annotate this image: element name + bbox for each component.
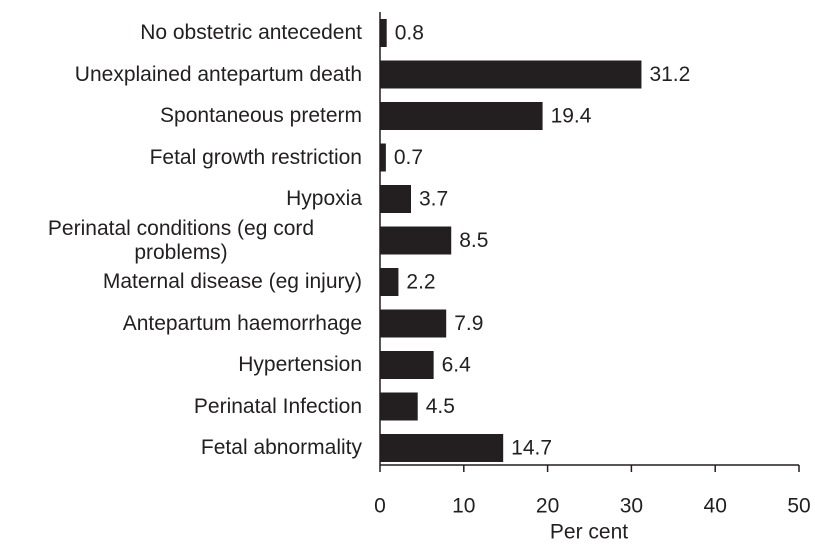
bar <box>380 60 642 89</box>
category-label: Hypoxia <box>286 187 362 210</box>
bar <box>380 19 387 47</box>
value-label: 6.4 <box>442 354 472 377</box>
category-label: Perinatal conditions (eg cord problems) <box>47 216 315 264</box>
value-label: 31.2 <box>649 63 690 86</box>
category-label: Maternal disease (eg injury) <box>102 270 362 293</box>
x-tick-label: 50 <box>787 495 810 518</box>
bar <box>380 351 434 379</box>
category-label: Spontaneous preterm <box>160 104 362 127</box>
value-label: 0.7 <box>394 146 423 169</box>
category-label: Antepartum haemorrhage <box>122 311 362 335</box>
x-tick-label: 10 <box>452 495 475 518</box>
x-tick-label: 0 <box>374 495 386 518</box>
category-label: Fetal abnormality <box>200 436 362 459</box>
value-label: 7.9 <box>454 312 483 335</box>
bar <box>380 226 452 255</box>
category-label: No obstetric antecedent <box>140 21 362 44</box>
bar <box>380 185 412 213</box>
category-label: Hypertension <box>238 353 362 376</box>
x-tick-label: 30 <box>620 495 643 518</box>
x-tick-label: 40 <box>704 495 727 518</box>
value-label: 2.2 <box>406 271 435 294</box>
x-tick-label: 20 <box>536 495 559 518</box>
x-axis-label: Per cent <box>550 521 628 544</box>
bar <box>380 143 386 172</box>
bar <box>380 268 399 296</box>
category-label: Perinatal Infection <box>193 394 362 418</box>
value-label: 8.5 <box>459 229 488 252</box>
value-label: 14.7 <box>511 437 552 460</box>
bar <box>380 309 447 338</box>
value-label: 19.4 <box>551 105 592 128</box>
bar <box>380 392 418 421</box>
category-label: Unexplained antepartum death <box>74 62 362 86</box>
bar <box>380 102 543 130</box>
category-label: Fetal growth restriction <box>149 145 362 169</box>
value-label: 0.8 <box>395 22 424 45</box>
value-label: 4.5 <box>426 395 455 418</box>
value-label: 3.7 <box>419 188 448 211</box>
bar <box>380 434 504 462</box>
